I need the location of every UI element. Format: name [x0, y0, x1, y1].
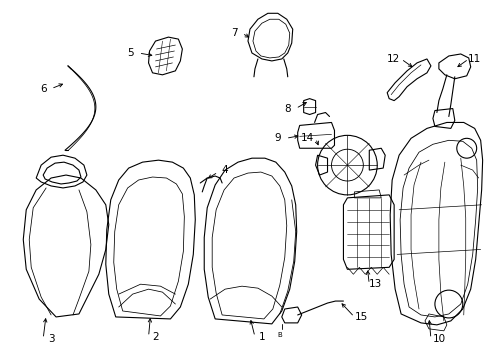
Text: 6: 6	[40, 84, 46, 94]
Text: 13: 13	[368, 279, 381, 289]
Text: 4: 4	[222, 165, 228, 175]
Text: 15: 15	[354, 312, 367, 322]
Text: 3: 3	[48, 334, 54, 344]
Text: 12: 12	[386, 54, 399, 64]
Text: 11: 11	[467, 54, 480, 64]
Text: 8: 8	[284, 104, 290, 113]
Text: 9: 9	[274, 133, 281, 143]
Text: 7: 7	[230, 28, 237, 38]
Text: 2: 2	[152, 332, 159, 342]
Text: 5: 5	[127, 48, 134, 58]
Text: 14: 14	[301, 133, 314, 143]
Text: 1: 1	[258, 332, 264, 342]
Text: B: B	[277, 332, 282, 338]
Text: 10: 10	[431, 334, 445, 344]
